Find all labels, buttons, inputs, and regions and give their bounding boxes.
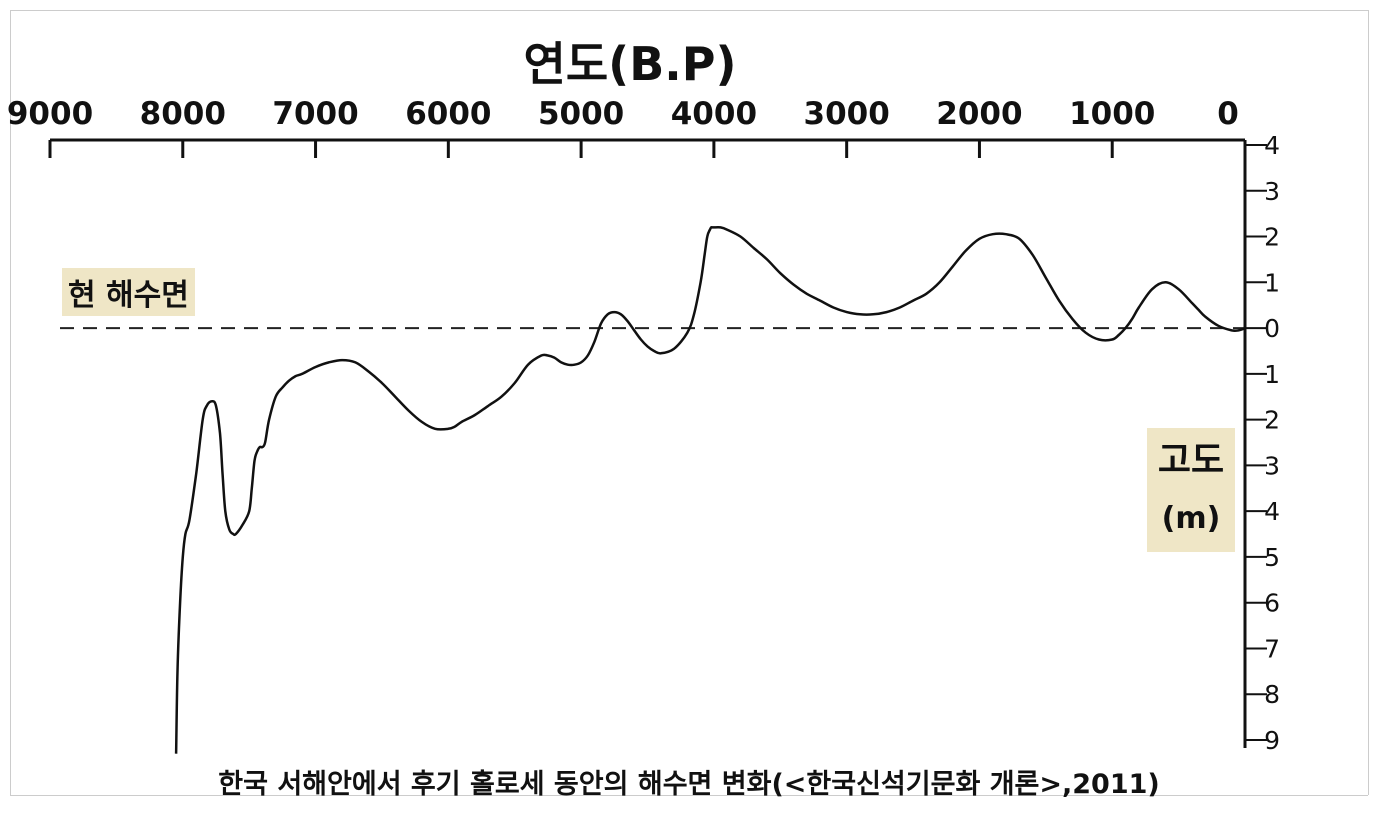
- y-tick-label: 4: [1264, 131, 1280, 160]
- image-border-right: [1368, 10, 1369, 795]
- x-tick-label: 8000: [140, 96, 226, 132]
- x-tick-label: 5000: [538, 96, 624, 132]
- y-tick-label: 5: [1264, 543, 1280, 572]
- y-tick-label: 0: [1264, 314, 1280, 343]
- series-line-sea-level: [174, 225, 1246, 754]
- y-axis: 4 3 2 1 0 1 2 3 4 5 6 7 8 9: [1243, 131, 1280, 755]
- image-border-bottom: [10, 795, 1368, 796]
- y-tick-label: 3: [1264, 451, 1280, 480]
- present-sea-level-label: 현 해수면: [62, 268, 195, 316]
- y-tick-label: 3: [1264, 177, 1280, 206]
- y-axis-label-box: 고도 (m): [1147, 428, 1235, 552]
- x-tick-label: 1000: [1069, 96, 1155, 132]
- x-tick-label: 2000: [936, 96, 1022, 132]
- y-tick-label: 1: [1264, 268, 1280, 297]
- y-tick-label: 9: [1264, 726, 1280, 755]
- x-tick-label: 9000: [7, 96, 93, 132]
- chart-title: 연도(B.P): [524, 37, 737, 91]
- x-axis: 9000 8000 7000 6000 5000 4000 3000 2000 1000 0: [7, 96, 1247, 158]
- x-tick-label: 7000: [272, 96, 358, 132]
- image-border-left: [10, 10, 11, 795]
- x-tick-label: 3000: [804, 96, 890, 132]
- y-tick-label: 7: [1264, 634, 1280, 663]
- x-tick-label: 4000: [671, 96, 757, 132]
- y-tick-label: 1: [1264, 360, 1280, 389]
- y-tick-label: 2: [1264, 223, 1280, 252]
- y-axis-label: 고도: [1157, 440, 1225, 481]
- y-tick-label: 8: [1264, 680, 1280, 709]
- image-border-top: [10, 10, 1368, 11]
- y-tick-label: 4: [1264, 497, 1280, 526]
- x-tick-label: 6000: [405, 96, 491, 132]
- y-axis-unit: (m): [1161, 501, 1221, 536]
- y-tick-label: 2: [1264, 406, 1280, 435]
- x-tick-label: 0: [1217, 96, 1239, 132]
- y-tick-label: 6: [1264, 589, 1280, 618]
- figure-caption: 한국 서해안에서 후기 홀로세 동안의 해수면 변화(<한국신석기문화 개론>,…: [218, 769, 1160, 800]
